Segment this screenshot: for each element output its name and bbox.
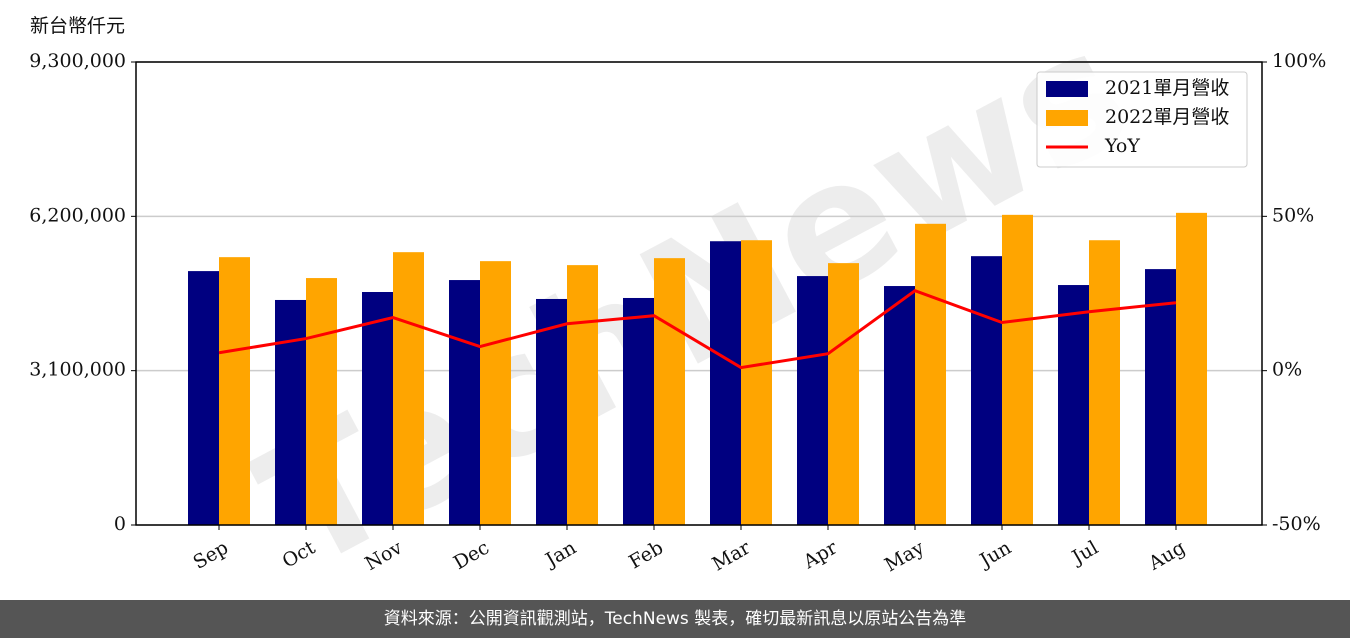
x-tick-label: Dec [450,537,493,575]
bar [393,252,424,525]
bar [362,292,393,525]
bar [1145,269,1176,525]
bar [449,280,480,525]
y-tick-label: 9,300,000 [29,50,126,72]
y-axis-label: 新台幣仟元 [30,15,125,37]
bar [1089,240,1120,525]
y-tick-label: 3,100,000 [29,359,126,381]
legend-box [1036,71,1248,168]
legend-label: 2022單月營收 [1105,106,1229,128]
bar [567,265,598,525]
x-tick-label: Jan [540,537,580,573]
x-tick-label: Mar [708,536,754,575]
bar [306,278,337,525]
bar [915,223,946,525]
bar [654,258,685,525]
footer: 資料來源：公開資訊觀測站，TechNews 製表，確切最新訊息以原站公告為準 [0,600,1350,638]
legend-swatch [1046,81,1088,97]
legend-label: YoY [1104,135,1140,157]
chart: 新台幣仟元 TechNews 03,100,0006,200,0009,300,… [29,0,1326,609]
y2-tick-label: 100% [1272,50,1326,72]
y2-tick-label: -50% [1272,513,1321,535]
bar [1058,285,1089,525]
y2-tick-label: 50% [1272,204,1314,226]
line [218,289,1177,370]
bar [741,240,772,525]
bar [219,257,250,525]
bar [1002,214,1033,525]
bar [1176,212,1207,525]
x-tick-label: Aug [1144,537,1189,576]
x-tick-label: Jul [1067,537,1102,570]
bar [275,299,306,525]
x-tick-label: Jun [974,537,1015,573]
x-tick-label: Apr [799,536,842,573]
x-tick-label: Feb [625,537,667,574]
bar [828,263,859,525]
y-tick-label: 6,200,000 [29,204,126,226]
x-tick-label: May [881,536,928,576]
x-tick-label: Sep [189,537,232,574]
legend-swatch [1046,110,1088,126]
bar [188,271,219,525]
bar [971,256,1002,525]
bar [623,297,654,525]
bar [536,298,567,525]
y-tick-label: 0 [114,513,126,535]
plot-frame [135,61,1263,526]
bar [710,241,741,525]
legend-label: 2021單月營收 [1105,77,1229,99]
bar [480,261,511,525]
bar [884,286,915,525]
y2-tick-label: 0% [1272,359,1302,381]
bar [797,276,828,525]
